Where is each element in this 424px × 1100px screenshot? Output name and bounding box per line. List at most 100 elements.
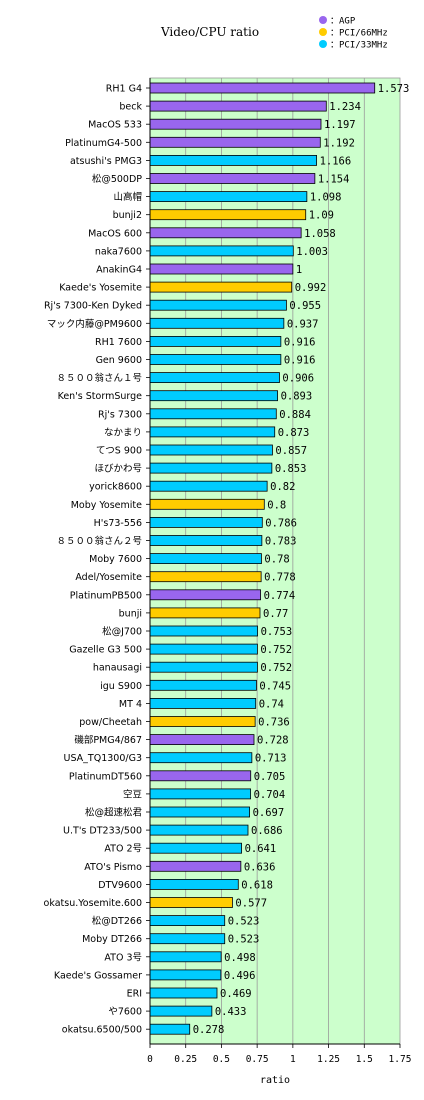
bar xyxy=(149,933,226,945)
x-tick-label: 1.5 xyxy=(356,1054,373,1065)
bar-label: 松@超速松君 xyxy=(85,807,143,819)
bar xyxy=(149,788,251,800)
bar-label: 磯部PMG4/867 xyxy=(74,734,142,746)
bar-label: U.T's DT233/500 xyxy=(63,826,142,837)
bar-value-label: 0.783 xyxy=(265,536,297,548)
bar-label: beck xyxy=(119,102,142,113)
bar-label: bunji2 xyxy=(113,210,142,221)
bar-value-label: 0.873 xyxy=(278,427,310,439)
bar-value-label: 1.192 xyxy=(323,137,355,149)
bar-value-label: 0.697 xyxy=(253,807,285,819)
bar-value-label: 0.433 xyxy=(215,1006,247,1018)
bar-label: 松@DT266 xyxy=(92,915,142,927)
bar-value-label: 0.916 xyxy=(284,336,316,348)
bar-value-label: 0.713 xyxy=(255,753,287,765)
bar xyxy=(149,173,316,184)
bar xyxy=(149,607,261,619)
bar xyxy=(149,118,322,130)
bar-value-label: 0.77 xyxy=(263,608,288,620)
bar xyxy=(149,498,265,510)
bar-value-label: 0.74 xyxy=(259,698,284,710)
bar xyxy=(149,969,222,981)
x-tick-label: 0.5 xyxy=(213,1054,230,1065)
bar xyxy=(149,698,257,709)
bar xyxy=(149,679,257,691)
bar-label: Moby DT266 xyxy=(82,934,142,945)
bar-label: Gen 9600 xyxy=(96,355,142,366)
bar xyxy=(149,209,307,221)
bar-value-label: 1.09 xyxy=(309,210,334,222)
legend-label-pci66: ：PCI/66MHz xyxy=(330,29,388,39)
bar xyxy=(149,136,321,148)
bar xyxy=(149,752,253,764)
bar-label: 松@500DP xyxy=(92,173,142,185)
bar-value-label: 1.166 xyxy=(320,155,352,167)
chart-title: Video/CPU ratio xyxy=(160,25,259,39)
bar-label: ほびかわ号 xyxy=(94,464,142,475)
bar-value-label: 0.752 xyxy=(260,644,292,656)
bar-label: PlatinumDT560 xyxy=(69,771,142,782)
bar xyxy=(149,517,263,528)
bar xyxy=(149,100,327,112)
bar xyxy=(149,535,263,546)
bar xyxy=(149,770,252,782)
bar-value-label: 0.884 xyxy=(279,409,311,421)
bar-value-label: 0.955 xyxy=(289,300,321,312)
bar-label: RH1 G4 xyxy=(106,84,142,95)
bar-label: Rj's 7300 xyxy=(98,409,142,420)
bar-label: USA_TQ1300/G3 xyxy=(64,753,142,764)
x-axis: 0 0.25 0.5 0.75 1 1.25 1.5 1.75 xyxy=(147,78,411,1065)
bar xyxy=(149,915,226,926)
bar-value-label: 0.705 xyxy=(254,771,286,783)
bar xyxy=(149,263,294,275)
bar-label: MT 4 xyxy=(119,699,142,710)
bar-label: Moby 7600 xyxy=(89,554,142,565)
bar xyxy=(149,227,302,239)
bar-value-label: 0.8 xyxy=(267,499,286,511)
bar-label: DTV9600 xyxy=(98,880,142,891)
bar-label: yorick8600 xyxy=(89,482,142,493)
bar-value-label: 1.154 xyxy=(318,174,350,186)
x-tick-label: 1.75 xyxy=(389,1054,412,1065)
bar-label: ８５００翁さん２号 xyxy=(56,535,142,547)
bar-label: MacOS 533 xyxy=(88,120,142,131)
bar-value-label: 1 xyxy=(296,264,302,276)
bar-label: 山高帽 xyxy=(113,191,142,203)
bar-label: okatsu.Yosemite.600 xyxy=(44,898,142,909)
bar xyxy=(149,82,376,94)
bar-label: atsushi's PMG3 xyxy=(70,156,142,167)
bar xyxy=(149,951,222,963)
bar-label: や7600 xyxy=(108,1007,142,1018)
bar-label: naka7600 xyxy=(95,246,142,257)
bar xyxy=(149,860,242,872)
legend-swatch-agp xyxy=(319,16,327,24)
bar-value-label: 0.752 xyxy=(260,662,292,674)
bar xyxy=(149,245,294,257)
bar-label: Ken's StormSurge xyxy=(58,391,143,402)
bar-value-label: 1.058 xyxy=(304,228,336,240)
bar-label: てつS 900 xyxy=(96,446,142,457)
bar xyxy=(149,426,276,438)
bar-value-label: 0.498 xyxy=(224,952,256,964)
bar-value-label: 0.853 xyxy=(275,463,307,475)
bar-label: ATO 3号 xyxy=(104,952,142,963)
bar xyxy=(149,354,282,365)
bar-value-label: 0.618 xyxy=(241,879,273,891)
x-axis-title: ratio xyxy=(260,1075,290,1086)
bar-label: Adel/Yosemite xyxy=(75,572,142,583)
bar-value-label: 0.906 xyxy=(282,373,314,385)
bar-label: hanausagi xyxy=(93,663,142,674)
bar xyxy=(149,661,258,673)
legend-label-agp: ：AGP xyxy=(330,17,356,27)
bar xyxy=(149,1023,191,1035)
bar-label: Kaede's Gossamer xyxy=(54,970,142,981)
bar xyxy=(149,372,280,384)
bar-label: Gazelle G3 500 xyxy=(69,645,142,656)
legend-swatch-pci66 xyxy=(319,28,327,36)
bar-value-label: 0.577 xyxy=(235,898,267,910)
bar-label: なかまり xyxy=(104,427,142,438)
legend-swatch-pci33 xyxy=(319,40,327,48)
bar-value-label: 0.992 xyxy=(295,282,327,294)
bar-label: ATO's Pismo xyxy=(84,862,142,873)
